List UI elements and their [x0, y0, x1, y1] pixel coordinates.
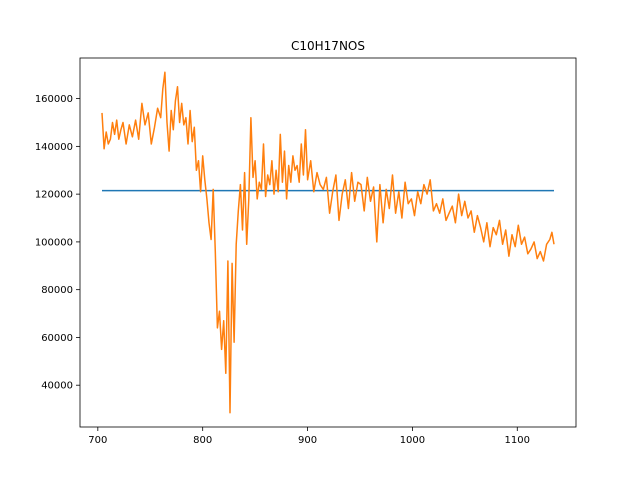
- x-tick-label: 700: [88, 435, 107, 446]
- y-tick-label: 140000: [35, 142, 73, 153]
- x-tick-label: 800: [193, 435, 212, 446]
- y-tick-label: 120000: [35, 190, 73, 201]
- chart-title: C10H17NOS: [291, 39, 365, 53]
- y-axis: 40000 60000 80000 100000 120000 140000 160000: [35, 94, 80, 392]
- y-tick-label: 40000: [41, 381, 73, 392]
- x-tick-label: 1100: [505, 435, 530, 446]
- x-axis: 700 800 900 1000 1100: [88, 427, 530, 446]
- y-tick-label: 100000: [35, 237, 73, 248]
- x-tick-label: 1000: [400, 435, 425, 446]
- x-tick-label: 900: [298, 435, 317, 446]
- y-tick-label: 160000: [35, 94, 73, 105]
- y-tick-label: 60000: [41, 333, 73, 344]
- series-line-2: [101, 71, 555, 414]
- y-tick-label: 80000: [41, 285, 73, 296]
- series-layer: [101, 71, 555, 414]
- plot-frame: [79, 57, 577, 428]
